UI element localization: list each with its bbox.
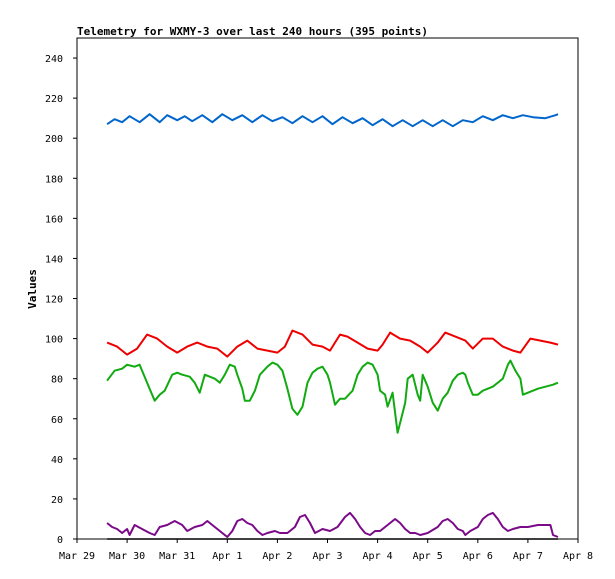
plot-area: [76, 37, 579, 540]
x-tick-label: Apr 4: [363, 551, 393, 562]
y-tick-label: 60: [51, 415, 63, 426]
y-tick-label: 160: [45, 214, 63, 225]
x-tick-label: Mar 31: [159, 551, 195, 562]
x-tick-label: Mar 30: [109, 551, 145, 562]
y-tick-label: 40: [51, 455, 63, 466]
x-tick-label: Apr 5: [413, 551, 443, 562]
y-axis: 0 20 40 60 80 100 120 140 160 180 200 220 240: [45, 54, 77, 546]
y-tick-label: 120: [45, 295, 63, 306]
y-tick-label: 240: [45, 54, 63, 65]
y-tick-label: 80: [51, 375, 63, 386]
chart-title: Telemetry for WXMY-3 over last 240 hours…: [77, 25, 428, 38]
series-line-2: [106, 329, 559, 358]
x-tick-label: Apr 6: [463, 551, 493, 562]
series-line-4: [106, 511, 559, 538]
y-tick-label: 140: [45, 254, 63, 265]
y-tick-label: 180: [45, 174, 63, 185]
x-tick-label: Apr 3: [312, 551, 342, 562]
y-axis-label: Values: [26, 269, 39, 309]
y-tick-label: 200: [45, 134, 63, 145]
y-tick-label: 220: [45, 94, 63, 105]
x-axis: Mar 29 Mar 30 Mar 31 Apr 1 Apr 2 Apr 3 Apr 4 Ap…: [59, 539, 593, 562]
series-line-1: [106, 113, 559, 128]
x-tick-label: Apr 2: [262, 551, 292, 562]
y-tick-label: 100: [45, 335, 63, 346]
x-tick-label: Apr 1: [212, 551, 242, 562]
series-lines: [106, 113, 559, 540]
x-tick-label: Apr 8: [563, 551, 593, 562]
x-tick-label: Mar 29: [59, 551, 95, 562]
y-tick-label: 0: [57, 535, 63, 546]
x-tick-label: Apr 7: [513, 551, 543, 562]
y-tick-label: 20: [51, 495, 63, 506]
series-line-3: [106, 359, 559, 434]
